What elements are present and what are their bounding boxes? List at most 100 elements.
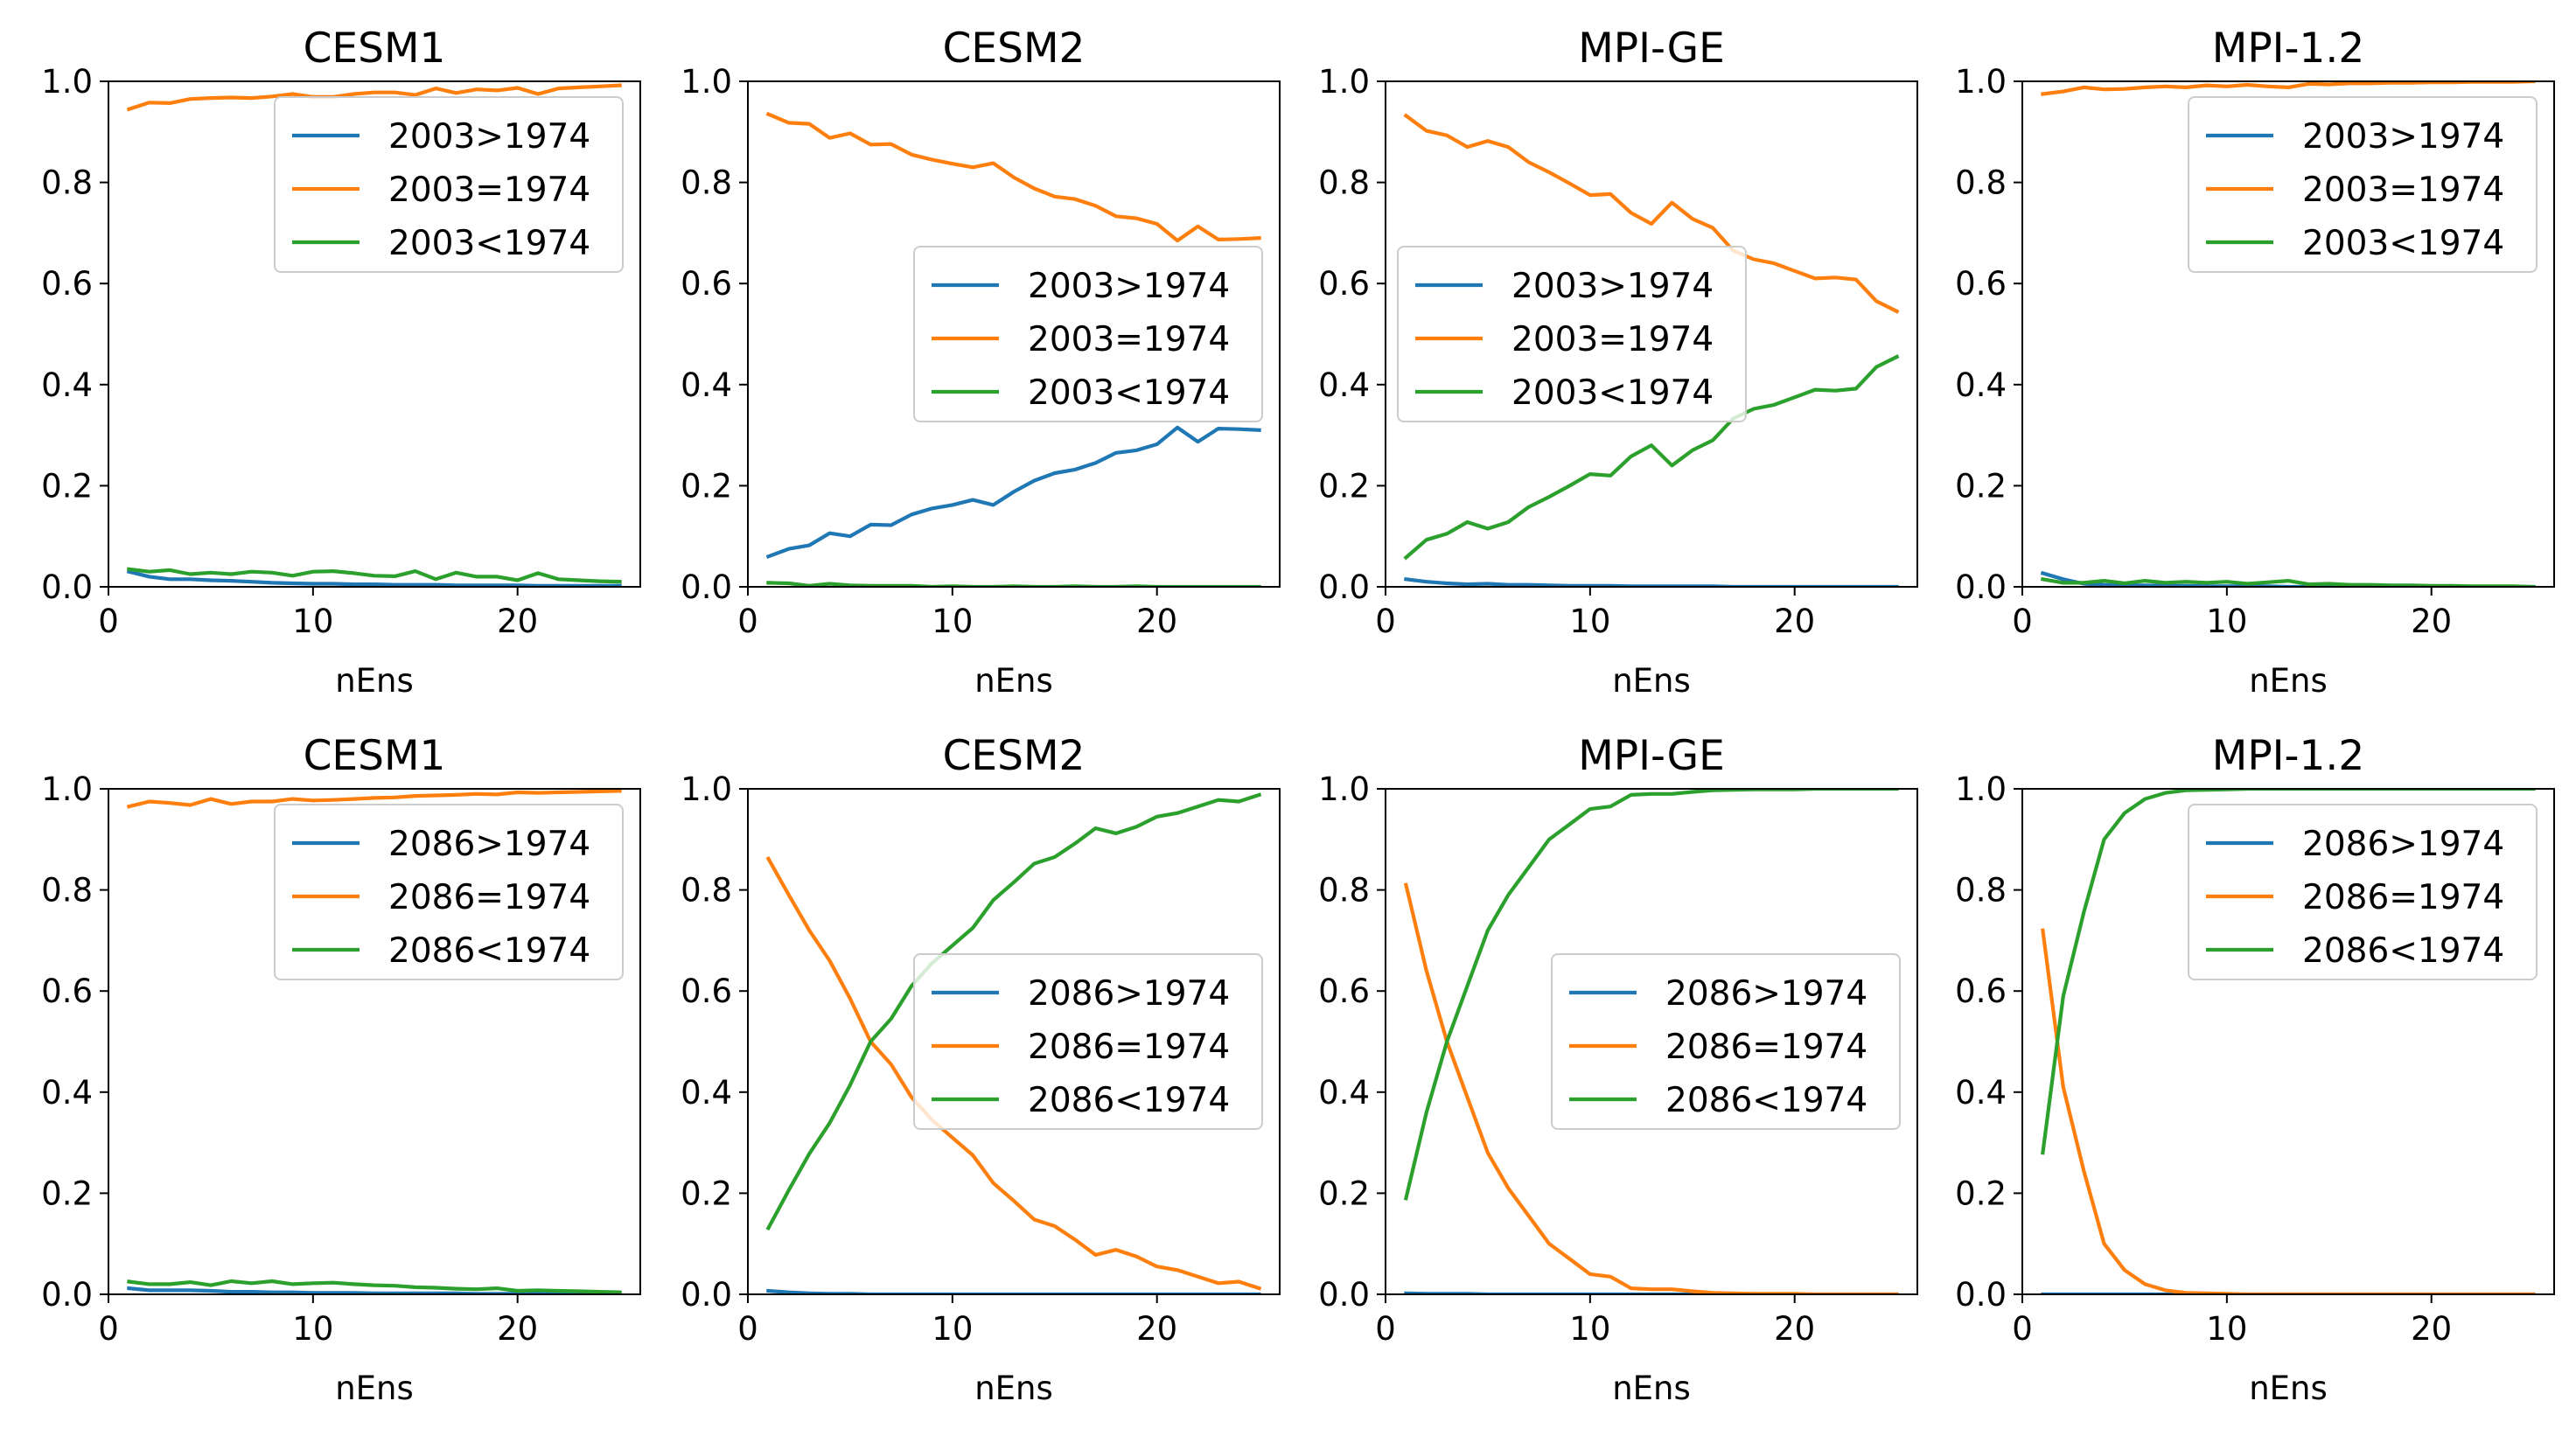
series-line-2: [126, 83, 622, 112]
legend-label: 2003<1974: [388, 224, 590, 263]
series-line-3: [127, 567, 622, 584]
series-line-2: [2041, 81, 2536, 96]
y-tick-label: 0.4: [1955, 366, 2007, 404]
legend: 2003>1974 2003=1974 2003<1974: [274, 96, 624, 273]
x-tick-label: 20: [1774, 1310, 1815, 1348]
legend: 2003>1974 2003=1974 2003<1974: [913, 246, 1263, 422]
y-tick-label: 1.0: [1318, 63, 1370, 101]
x-tick-label: 10: [932, 1310, 973, 1348]
legend-label: 2003<1974: [1511, 373, 1714, 413]
y-tick-label: 0.0: [1318, 568, 1370, 606]
x-axis-label: nEns: [1612, 662, 1691, 700]
y-tick-label: 0.2: [681, 467, 732, 505]
x-tick-label: 0: [98, 1310, 119, 1348]
subplot-4: MPI-1.2 0.0 0.2 0.4 0.6 0.8 1.0 0 10 20 nEns 2003>1…: [1955, 24, 2555, 700]
axes-frame: [2021, 80, 2555, 588]
series-line-1: [1404, 576, 1899, 587]
y-tick-label: 0.6: [1955, 265, 2007, 303]
subplot-title: MPI-1.2: [2212, 24, 2364, 73]
legend-label: 2086>1974: [1028, 974, 1230, 1014]
legend-label: 2086=1974: [2302, 878, 2504, 917]
legend: 2086>1974 2086=1974 2086<1974: [274, 804, 624, 980]
legend-label: 2086=1974: [388, 878, 590, 917]
y-tick-label: 1.0: [681, 770, 732, 808]
x-tick-label: 0: [98, 603, 119, 640]
axes-frame: [1385, 788, 1918, 1295]
legend-label: 2003=1974: [1511, 320, 1714, 359]
y-tick-label: 0.6: [1318, 972, 1370, 1010]
legend-label: 2086<1974: [1665, 1081, 1867, 1120]
x-tick-label: 20: [1136, 1310, 1177, 1348]
x-tick-label: 10: [1569, 603, 1610, 640]
y-tick-label: 0.2: [1318, 467, 1370, 505]
y-tick-label: 0.8: [1955, 872, 2007, 910]
y-tick-label: 0.0: [41, 568, 93, 606]
y-tick-label: 0.8: [41, 164, 93, 202]
subplot-title: CESM1: [304, 732, 446, 780]
legend-label: 2003=1974: [1028, 320, 1230, 359]
series-line-3: [1403, 354, 1900, 561]
legend: 2086>1974 2086=1974 2086<1974: [913, 953, 1263, 1130]
y-tick-label: 0.4: [1318, 1074, 1370, 1112]
legend-frame: [2188, 804, 2538, 980]
y-tick-label: 0.2: [41, 467, 93, 505]
legend-label: 2086>1974: [388, 825, 590, 864]
x-tick-label: 0: [1375, 1310, 1396, 1348]
y-tick-label: 0.0: [1955, 1276, 2007, 1314]
legend-label: 2086=1974: [1028, 1028, 1230, 1067]
y-tick-label: 0.8: [681, 872, 732, 910]
subplot-8: MPI-1.2 0.0 0.2 0.4 0.6 0.8 1.0 0 10 20 nEns 2086>1…: [1955, 732, 2555, 1407]
series-line-3: [765, 792, 1262, 1231]
axes-frame: [747, 788, 1281, 1295]
legend-label: 2003>1974: [1511, 267, 1714, 306]
y-tick-label: 0.8: [41, 872, 93, 910]
y-tick-label: 0.6: [41, 265, 93, 303]
x-axis-label: nEns: [1612, 1370, 1691, 1407]
y-tick-label: 1.0: [1318, 770, 1370, 808]
y-tick-label: 0.2: [681, 1175, 732, 1212]
axes-frame: [747, 80, 1281, 588]
subplot-title: MPI-GE: [1578, 732, 1725, 780]
legend-label: 2086>1974: [2302, 825, 2504, 864]
y-tick-label: 1.0: [1955, 770, 2007, 808]
y-tick-label: 0.6: [41, 972, 93, 1010]
y-tick-label: 0.4: [681, 1074, 732, 1112]
legend: 2003>1974 2003=1974 2003<1974: [1397, 246, 1747, 422]
x-tick-label: 20: [1136, 603, 1177, 640]
legend-frame: [274, 96, 624, 273]
x-tick-label: 20: [2411, 1310, 2452, 1348]
subplot-3: MPI-GE 0.0 0.2 0.4 0.6 0.8 1.0 0 10 20 nEns 2003>19…: [1318, 24, 1918, 700]
series-line-2: [1403, 113, 1900, 314]
y-tick-label: 0.4: [1955, 1074, 2007, 1112]
series-line-3: [127, 1279, 622, 1294]
legend-label: 2003<1974: [2302, 224, 2504, 263]
y-tick-label: 0.2: [1318, 1175, 1370, 1212]
y-tick-label: 1.0: [41, 770, 93, 808]
y-tick-label: 0.4: [41, 1074, 93, 1112]
legend: 2086>1974 2086=1974 2086<1974: [1551, 953, 1901, 1130]
series-line-1: [2040, 570, 2536, 587]
subplot-5: CESM1 0.0 0.2 0.4 0.6 0.8 1.0 0 10 20 nEns 2086>197…: [41, 732, 641, 1407]
y-tick-label: 1.0: [681, 63, 732, 101]
x-tick-label: 20: [2411, 603, 2452, 640]
legend-label: 2086<1974: [388, 931, 590, 971]
x-tick-label: 10: [1569, 1310, 1610, 1348]
x-tick-label: 10: [2206, 603, 2247, 640]
x-axis-label: nEns: [2249, 662, 2328, 700]
legend: 2086>1974 2086=1974 2086<1974: [2188, 804, 2538, 980]
x-tick-label: 0: [2012, 603, 2033, 640]
y-tick-label: 0.6: [1955, 972, 2007, 1010]
series-line-3: [2040, 576, 2536, 587]
legend-label: 2003=1974: [2302, 171, 2504, 210]
legend-frame: [1397, 246, 1747, 422]
y-tick-label: 0.8: [1318, 872, 1370, 910]
x-axis-label: nEns: [974, 1370, 1053, 1407]
axes-frame: [2021, 788, 2555, 1295]
legend-frame: [2188, 96, 2538, 273]
x-tick-label: 0: [737, 1310, 758, 1348]
y-tick-label: 0.8: [1955, 164, 2007, 202]
subplot-title: MPI-1.2: [2212, 732, 2364, 780]
legend-label: 2086=1974: [1665, 1028, 1867, 1067]
subplot-title: MPI-GE: [1578, 24, 1725, 73]
series-line-1: [765, 425, 1261, 560]
